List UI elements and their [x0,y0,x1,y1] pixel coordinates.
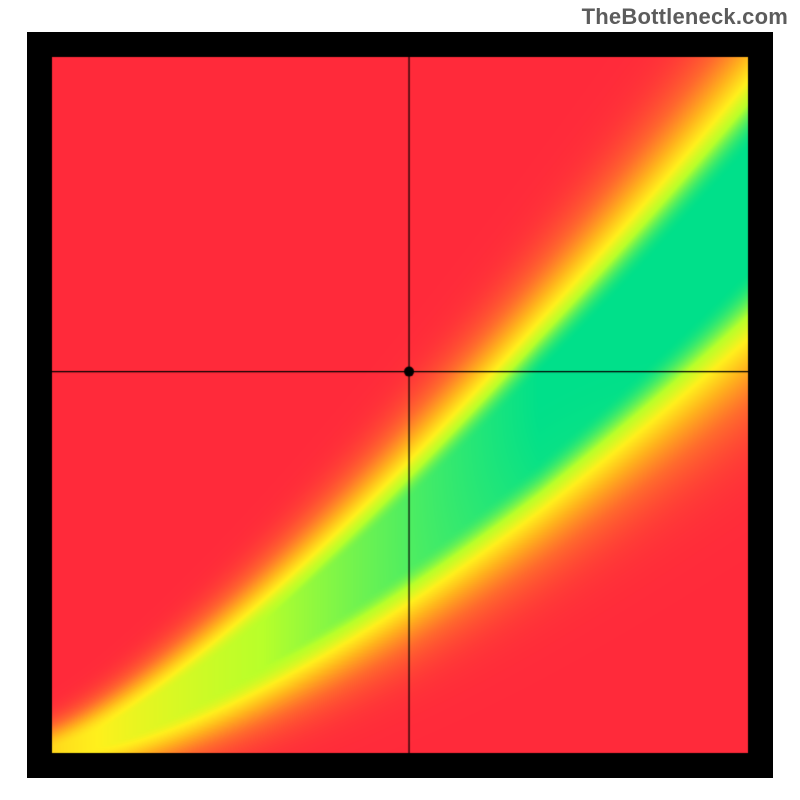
heatmap-canvas [27,32,773,778]
plot-frame [27,32,773,778]
watermark-text: TheBottleneck.com [582,4,788,30]
